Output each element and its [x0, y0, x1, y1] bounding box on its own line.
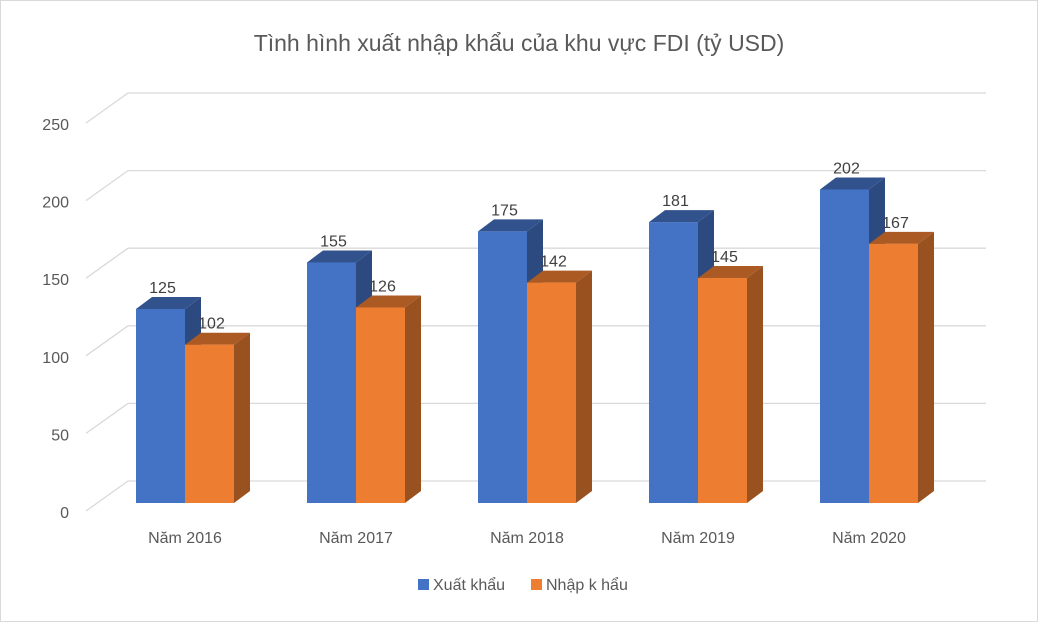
bar-nhap-khau [869, 231, 934, 504]
bar-top [698, 265, 763, 278]
bar-front [649, 222, 698, 503]
bar-top [820, 177, 885, 190]
data-label: 202 [833, 160, 860, 177]
bar-front [527, 282, 576, 503]
bar-nhap-khau [185, 332, 250, 503]
bar-nhap-khau [698, 265, 763, 503]
data-label: 175 [491, 202, 518, 219]
chart-title: Tình hình xuất nhập khẩu của khu vực FDI… [254, 30, 785, 56]
x-tick-label: Năm 2018 [490, 530, 564, 547]
bar-top [185, 332, 250, 345]
data-label: 125 [149, 280, 176, 297]
data-label: 102 [198, 316, 225, 333]
bar-top [356, 295, 421, 308]
gridline-side [85, 325, 129, 357]
bar-top [307, 250, 372, 263]
data-label: 142 [540, 254, 567, 271]
x-tick-label: Năm 2016 [148, 530, 222, 547]
bar-front [356, 307, 405, 503]
gridline-side [85, 480, 129, 512]
bar-nhap-khau [527, 270, 592, 503]
bar-front [185, 344, 234, 503]
y-tick-label: 250 [42, 117, 69, 134]
x-tick-label: Năm 2017 [319, 530, 393, 547]
gridline-side [85, 92, 129, 124]
bar-side [918, 231, 934, 504]
x-tick-label: Năm 2019 [661, 530, 735, 547]
y-tick-label: 50 [51, 427, 69, 444]
bar-side [234, 332, 250, 503]
bar-side [576, 270, 592, 503]
bar-side [405, 295, 421, 503]
bar-front [820, 189, 869, 503]
bar-top [136, 297, 201, 309]
y-tick-label: 200 [42, 195, 69, 212]
data-label: 145 [711, 249, 738, 266]
bar-top [869, 231, 934, 244]
legend-label: Xuất khẩu [433, 576, 505, 594]
bar-front [136, 309, 185, 503]
y-tick-label: 0 [60, 505, 69, 522]
y-tick-label: 150 [42, 272, 69, 289]
bar-side [747, 265, 763, 503]
bar-top [527, 270, 592, 283]
gridline-side [85, 170, 129, 202]
legend-label: Nhập k hẩu [546, 576, 628, 594]
data-label: 126 [369, 278, 396, 295]
legend-swatch [418, 579, 429, 590]
bar-front [698, 277, 747, 503]
bar-top [478, 219, 543, 232]
bar-top [649, 210, 714, 223]
gridline-side [85, 247, 129, 279]
legend-swatch [531, 579, 542, 590]
bar-front [307, 262, 356, 503]
gridline-side [85, 402, 129, 434]
y-tick-label: 100 [42, 350, 69, 367]
data-label: 181 [662, 193, 689, 210]
data-label: 167 [882, 215, 909, 232]
bar-nhap-khau [356, 295, 421, 503]
bar-front [869, 243, 918, 504]
bar-front [478, 231, 527, 503]
data-label: 155 [320, 233, 347, 250]
x-tick-label: Năm 2020 [832, 530, 906, 547]
